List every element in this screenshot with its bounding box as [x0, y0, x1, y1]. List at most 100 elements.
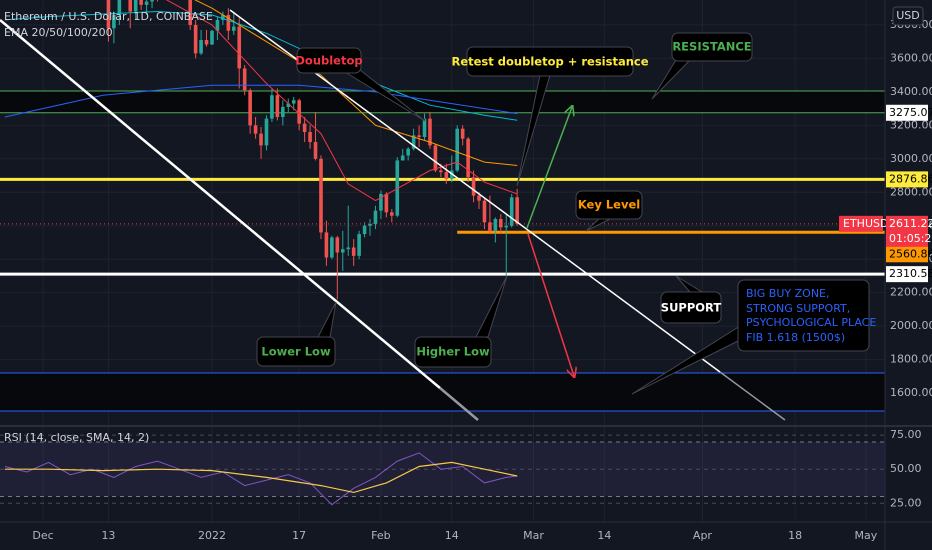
currency-box[interactable]	[892, 6, 924, 26]
candle-body	[357, 234, 361, 256]
candle-body	[204, 39, 209, 45]
candle-body	[324, 232, 329, 258]
annotation: Higher Low	[416, 345, 490, 359]
y-tick-label: 2800.00	[890, 185, 932, 198]
x-tick-label: Mar	[523, 529, 544, 542]
candle-body	[335, 237, 340, 253]
candle-body	[373, 210, 378, 225]
annotation-box	[466, 46, 634, 77]
annotation: Key Level	[578, 198, 640, 212]
candle-body	[226, 14, 231, 31]
countdown: 01:05:27	[889, 232, 932, 245]
candle-body	[488, 222, 492, 231]
candle-body	[150, 0, 154, 2]
annotation-box	[737, 279, 870, 352]
candle-body	[340, 249, 345, 253]
candle-body	[504, 225, 509, 228]
candle-body	[460, 128, 465, 139]
candle-body	[351, 247, 356, 256]
rsi-tick-label: 75.00	[890, 428, 922, 441]
y-tick-label: 3600.00	[890, 51, 932, 64]
rsi-pane	[0, 434, 885, 506]
ema-line	[165, 0, 518, 202]
candle-body	[144, 1, 149, 5]
annotation-box	[256, 336, 336, 367]
price-label: 2560.86	[889, 247, 932, 260]
candle-body	[313, 142, 318, 159]
y-tick-label: 3200.00	[890, 118, 932, 131]
annotation-box	[660, 291, 722, 324]
candle-body	[302, 123, 307, 133]
annotation-line: FIB 1.618 (1500$)	[746, 331, 845, 344]
x-tick-label: 13	[101, 529, 115, 542]
x-tick-label: Dec	[32, 529, 53, 542]
annotation: Doubletop	[295, 54, 362, 68]
price-label-box	[886, 266, 928, 283]
price-label-box	[886, 171, 928, 188]
candle-body	[379, 193, 383, 211]
price-label: 3275.07	[889, 106, 932, 119]
annotation: SUPPORT	[661, 301, 722, 315]
x-tick-label: Apr	[693, 529, 713, 542]
x-tick-label: Feb	[371, 529, 390, 542]
annotation: RESISTANCE	[672, 40, 751, 54]
price-label: 2310.58	[889, 267, 932, 280]
candle-body	[133, 0, 138, 12]
y-tick-label: 3000.00	[890, 152, 932, 165]
candle-body	[509, 197, 514, 226]
indicator-label: EMA 20/50/100/200	[4, 26, 113, 39]
candle-body	[275, 95, 280, 117]
x-tick-label: 14	[597, 529, 611, 542]
annotation-box	[296, 47, 362, 74]
candle-body	[308, 132, 312, 143]
up-arrow	[526, 107, 572, 229]
candle-body	[297, 100, 301, 124]
candle-body	[281, 106, 285, 117]
candle-body	[286, 103, 291, 107]
candle-body	[499, 219, 503, 228]
annotation-line: STRONG SUPPORT,	[746, 302, 850, 315]
candle-body	[455, 128, 460, 171]
y-tick-label: 1600.00	[890, 386, 932, 399]
x-tick-label: 17	[292, 529, 306, 542]
candle-body	[319, 158, 323, 233]
candle-body	[210, 30, 214, 45]
zone	[0, 372, 885, 411]
candle-body	[433, 145, 438, 171]
candle-body	[117, 0, 122, 15]
rsi-sma-line	[4, 461, 518, 494]
candle-body	[417, 135, 421, 138]
annotation-box	[671, 32, 753, 62]
candle-body	[270, 95, 274, 119]
candle-body	[128, 0, 133, 12]
price-label-box	[886, 104, 928, 121]
candle-body	[428, 118, 432, 146]
annotation-line: BIG BUY ZONE,	[746, 287, 830, 300]
rsi-tick-label: 25.00	[890, 496, 922, 509]
annotation: Retest doubletop + resistance	[451, 55, 648, 69]
y-tick-label: 3400.00	[890, 85, 932, 98]
candle-body	[439, 170, 443, 173]
candle-body	[215, 19, 220, 31]
candle-body	[444, 172, 449, 179]
candle-body	[237, 26, 242, 69]
currency[interactable]: USD	[896, 9, 920, 22]
price-label: 2876.86	[889, 172, 932, 185]
candle-body	[248, 90, 252, 126]
y-tick-label: 2200.00	[890, 286, 932, 299]
candle-body	[112, 14, 116, 29]
candle-body	[471, 177, 476, 196]
ema-line	[194, 0, 518, 166]
candle-body	[330, 237, 334, 258]
x-tick-label: May	[855, 529, 878, 542]
candle-body	[346, 247, 351, 250]
symbol-box	[839, 215, 883, 232]
channel-line	[0, 19, 441, 389]
candle-body	[199, 39, 203, 54]
annotation-box	[575, 190, 643, 220]
channel-line	[439, 387, 479, 421]
candle-body	[422, 118, 427, 138]
candle-body	[466, 138, 470, 178]
channel-line	[719, 371, 786, 421]
